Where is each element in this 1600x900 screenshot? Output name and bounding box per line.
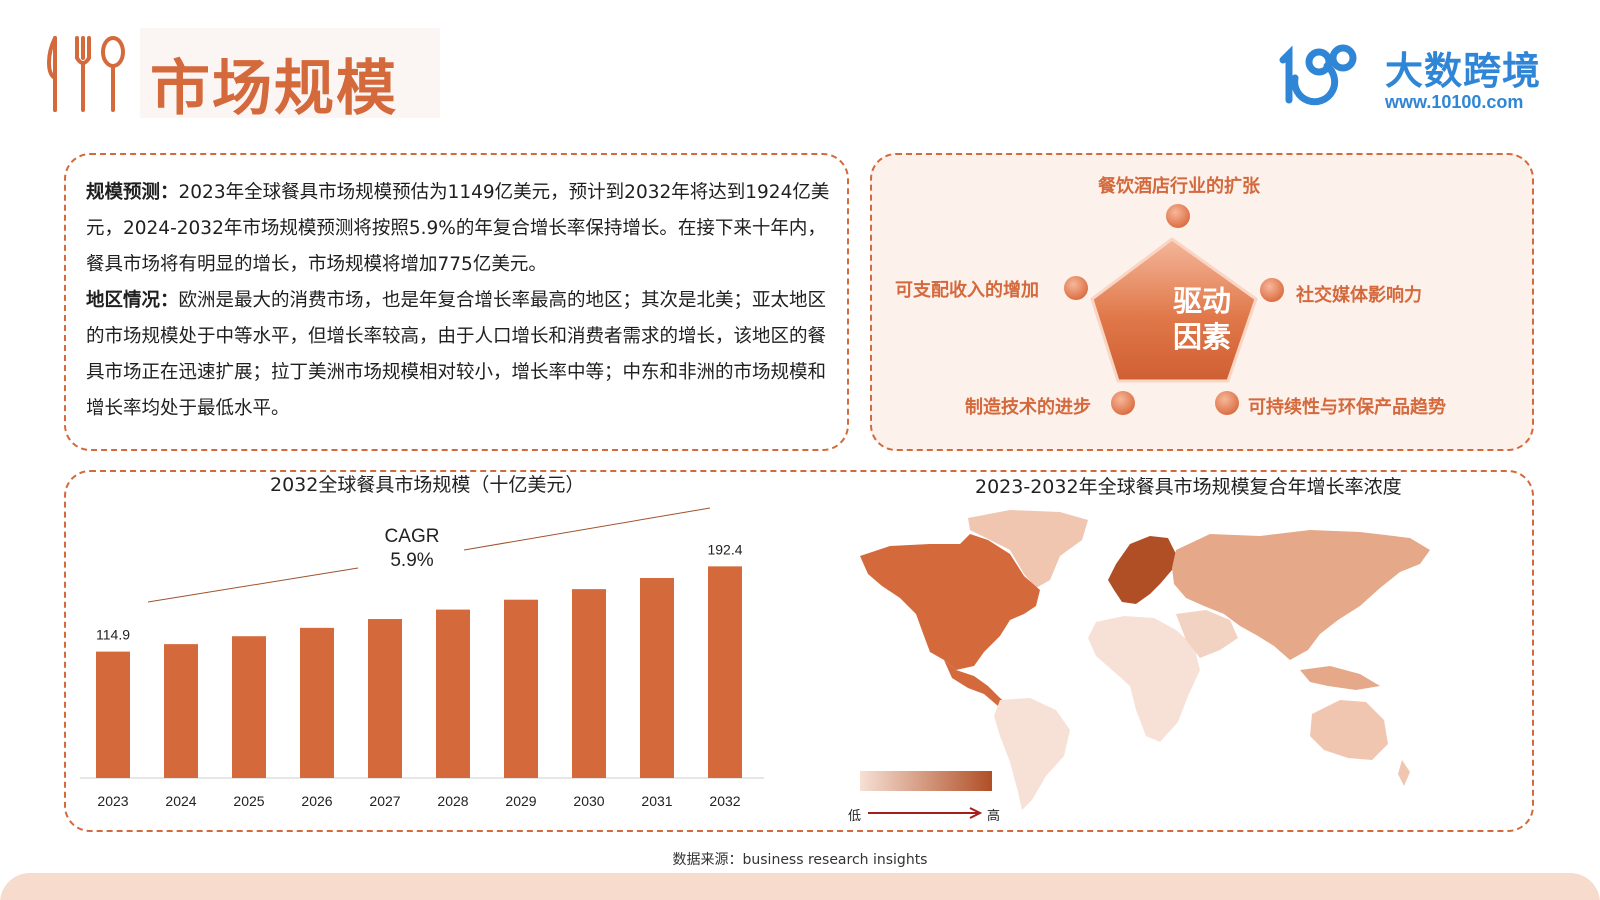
- driver-label-income: 可支配收入的增加: [895, 280, 1039, 301]
- bar-2028: [436, 609, 470, 778]
- cagr-value: 5.9%: [390, 550, 433, 571]
- map-region-europe: [1108, 536, 1176, 604]
- x-tick-label: 2029: [505, 793, 536, 809]
- driver-dot-bottom-left: [1111, 391, 1135, 415]
- scale-label: 规模预测：: [86, 182, 179, 203]
- map-region-middle-east: [1176, 610, 1238, 658]
- x-tick-label: 2031: [641, 793, 672, 809]
- center-line-1: 驱动: [1172, 284, 1231, 318]
- bar-2024: [164, 644, 198, 778]
- driver-dot-left: [1064, 276, 1088, 300]
- header-band: [140, 28, 440, 118]
- footer-band: [0, 873, 1600, 900]
- driver-label-sustainability: 可持续性与环保产品趋势: [1248, 397, 1446, 418]
- x-tick-label: 2024: [165, 793, 196, 809]
- data-source: 数据来源：business research insights: [672, 852, 928, 868]
- x-tick-label: 2028: [437, 793, 468, 809]
- data-label-2023: 114.9: [96, 627, 130, 643]
- driver-pentagon: [1090, 237, 1258, 383]
- summary-box: [64, 153, 849, 451]
- driver-label-manufacturing: 制造技术的进步: [965, 397, 1091, 418]
- utensils-icon: [47, 36, 125, 112]
- drivers-center-label: 驱动 因素: [1162, 283, 1242, 355]
- bar-2029: [504, 599, 538, 778]
- map-region-new-zealand: [1398, 760, 1410, 786]
- cagr-line-right: [463, 507, 711, 551]
- drivers-box: [870, 153, 1534, 451]
- x-tick-label: 2023: [97, 793, 128, 809]
- legend-low-label: 低: [848, 809, 862, 824]
- bar-chart: 2023 114.9 2024 2025 2026 2027 2028 2029 2030 203…: [80, 507, 764, 809]
- bar-2027: [368, 619, 402, 778]
- driver-label-social-media: 社交媒体影响力: [1296, 285, 1422, 306]
- map-region-central-america: [944, 660, 1010, 706]
- map-region-asia: [1172, 530, 1430, 660]
- logo-icon: [1279, 44, 1357, 106]
- map-region-north-america: [860, 534, 1040, 670]
- map-region-south-america: [994, 698, 1070, 810]
- scale-text: 2023年全球餐具市场规模预估为1149亿美元，预计到2032年将达到1924亿…: [86, 182, 830, 275]
- region-label: 地区情况：: [86, 290, 179, 311]
- map-region-greenland: [968, 510, 1088, 588]
- map-chart-title: 2023-2032年全球餐具市场规模复合年增长率浓度: [975, 476, 1402, 498]
- drivers-diagram: [1064, 204, 1284, 415]
- map-region-africa: [1088, 616, 1200, 742]
- driver-dot-top: [1166, 204, 1190, 228]
- bar-2032: [708, 566, 742, 778]
- x-tick-label: 2027: [369, 793, 400, 809]
- x-tick-label: 2026: [301, 793, 332, 809]
- driver-dot-bottom-right: [1215, 391, 1239, 415]
- legend-arrow-icon: [868, 807, 983, 819]
- map-region-oceania: [1310, 700, 1388, 760]
- driver-label-hospitality: 餐饮酒店行业的扩张: [1098, 176, 1260, 197]
- bar-chart-title: 2032全球餐具市场规模（十亿美元）: [270, 474, 585, 496]
- bar-2030: [572, 589, 606, 778]
- x-tick-label: 2032: [709, 793, 740, 809]
- map-region-southeast-asia: [1300, 666, 1380, 690]
- page-title: 市场规模: [150, 54, 398, 124]
- cagr-line-left: [147, 567, 359, 603]
- legend-high-label: 高: [987, 809, 1001, 824]
- x-tick-label: 2025: [233, 793, 264, 809]
- data-label-2032: 192.4: [707, 541, 742, 557]
- region-text: 欧洲是最大的消费市场，也是年复合增长率最高的地区；其次是北美；亚太地区的市场规模…: [86, 290, 827, 419]
- logo-url[interactable]: www.10100.com: [1385, 92, 1524, 112]
- summary-paragraph: 规模预测：2023年全球餐具市场规模预估为1149亿美元，预计到2032年将达到…: [86, 175, 831, 427]
- bar-2026: [300, 627, 334, 778]
- world-map: [860, 510, 1430, 810]
- cagr-label: CAGR: [385, 526, 440, 547]
- bar-2023: [96, 651, 130, 778]
- driver-dot-right: [1260, 278, 1284, 302]
- bar-2025: [232, 636, 266, 778]
- center-line-2: 因素: [1172, 320, 1231, 354]
- bar-2031: [640, 578, 674, 778]
- x-tick-label: 2030: [573, 793, 604, 809]
- map-legend-gradient: [860, 771, 992, 791]
- logo-name: 大数跨境: [1385, 49, 1542, 93]
- charts-box: [64, 470, 1534, 832]
